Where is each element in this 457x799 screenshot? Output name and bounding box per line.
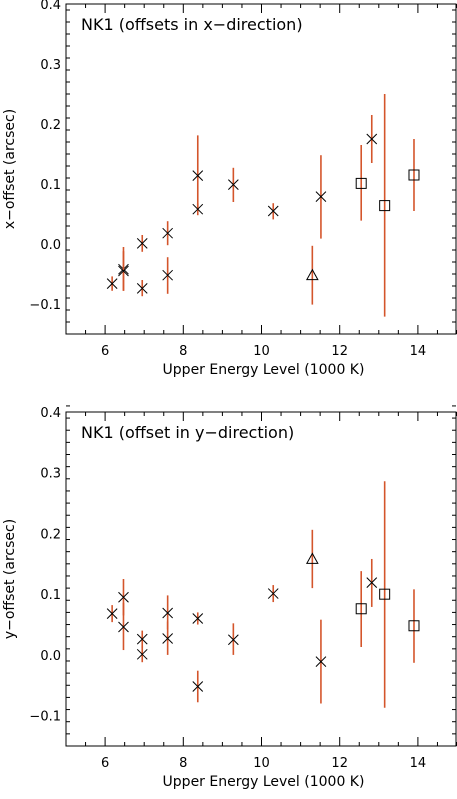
x-offset-ytick-label: 0.1 — [40, 178, 61, 193]
x-offset-xaxis-label: Upper Energy Level (1000 K) — [163, 362, 365, 378]
x-offset-x-marker — [136, 238, 148, 249]
x-offset-x-marker — [227, 179, 239, 190]
y-offset-square-marker — [355, 603, 367, 615]
x-offset-ytick-label: 0.4 — [40, 0, 61, 13]
y-offset-triangle-marker — [305, 552, 319, 564]
y-offset-xtick-label: 12 — [331, 756, 348, 771]
y-offset-yaxis-label: y−offset (arcsec) — [2, 519, 18, 639]
y-offset-xtick-label: 6 — [101, 756, 109, 771]
x-offset-ytick-label: 0.2 — [40, 118, 61, 133]
x-offset-square-marker — [355, 177, 367, 189]
x-offset-x-marker — [366, 133, 378, 145]
y-offset-x-marker — [162, 607, 174, 619]
y-offset-ytick-label: 0.1 — [40, 588, 61, 603]
y-offset-ytick-label: 0.3 — [40, 467, 61, 482]
x-offset-x-marker — [192, 203, 204, 215]
x-offset-ytick-label: 0.0 — [40, 238, 61, 253]
x-offset-xtick-label: 10 — [253, 344, 270, 359]
x-offset-chart-title: NK1 (offsets in x−direction) — [81, 15, 303, 34]
y-offset-ytick-label: 0.4 — [40, 406, 61, 421]
x-offset-ytick-label: 0.3 — [40, 58, 61, 73]
x-offset-yaxis-label: x−offset (arcsec) — [2, 109, 18, 229]
x-offset-ytick-label: −0.1 — [29, 298, 61, 313]
x-offset-square-marker — [408, 169, 420, 181]
x-offset-xtick-label: 6 — [101, 344, 109, 359]
x-offset-x-marker — [315, 191, 327, 202]
y-offset-xtick-label: 14 — [410, 756, 427, 771]
x-offset-x-marker — [267, 205, 279, 217]
y-offset-square-marker — [379, 588, 391, 600]
x-offset-panel: 6 8 10 12 14 −0.1 0.0 0.1 0.2 0.3 0.4 Upper Energy … — [2, 0, 457, 378]
y-offset-panel: 6 8 10 12 14 −0.1 0.0 0.1 0.2 0.3 0.4 Upper Energy … — [2, 405, 457, 790]
x-offset-x-marker — [162, 227, 174, 239]
x-offset-x-marker — [106, 278, 118, 289]
y-offset-xtick-label: 8 — [179, 756, 187, 771]
x-offset-x-marker — [162, 269, 174, 281]
x-offset-xtick-label: 12 — [331, 344, 348, 359]
x-offset-square-marker — [379, 200, 391, 212]
x-offset-xtick-label: 14 — [410, 344, 427, 359]
x-offset-triangle-marker — [305, 268, 319, 281]
y-offset-square-marker — [408, 620, 420, 632]
y-offset-chart-title: NK1 (offset in y−direction) — [81, 423, 294, 442]
y-offset-ytick-label: 0.0 — [40, 649, 61, 664]
y-offset-x-marker — [118, 621, 129, 633]
x-offset-xtick-label: 8 — [179, 344, 187, 359]
y-offset-xaxis-label: Upper Energy Level (1000 K) — [163, 774, 365, 790]
y-offset-x-marker — [192, 613, 204, 624]
y-offset-plot-frame — [65, 411, 457, 747]
y-offset-x-marker — [136, 648, 148, 660]
y-offset-x-marker — [162, 633, 174, 644]
y-offset-x-marker — [106, 608, 118, 619]
y-offset-x-marker — [227, 634, 239, 646]
y-offset-x-marker — [118, 591, 129, 603]
y-offset-x-marker — [366, 577, 378, 588]
y-offset-x-marker — [315, 656, 327, 667]
x-offset-plot-frame — [65, 3, 457, 335]
y-offset-xtick-label: 10 — [253, 756, 270, 771]
y-offset-x-marker — [136, 633, 148, 645]
x-offset-x-marker — [118, 265, 129, 277]
y-offset-ytick-label: 0.2 — [40, 527, 61, 542]
y-offset-ytick-label: −0.1 — [29, 710, 61, 725]
x-offset-x-marker — [136, 283, 148, 294]
y-offset-x-marker — [267, 588, 279, 599]
y-offset-x-marker — [192, 681, 204, 692]
x-offset-x-marker — [192, 170, 204, 181]
